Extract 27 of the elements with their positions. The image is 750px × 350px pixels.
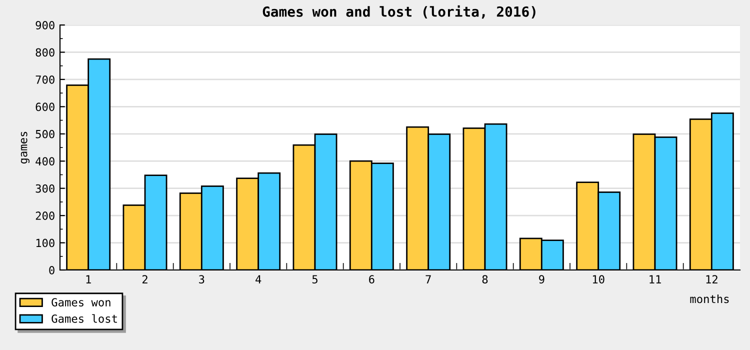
legend-label: Games won [52, 298, 110, 306]
y-tick-label: 800 [36, 48, 54, 57]
x-tick-label: 6 [369, 275, 374, 284]
x-tick-label: 1 [86, 275, 91, 284]
y-tick-label: 200 [36, 212, 54, 220]
x-tick-label: 4 [256, 275, 262, 284]
x-tick-label: 7 [426, 275, 431, 284]
y-tick-label: 600 [36, 102, 54, 112]
x-axis-title: months [690, 294, 729, 304]
y-tick-label: 400 [36, 157, 54, 166]
y-axis-title: games [20, 132, 30, 164]
x-tick-label: 12 [706, 275, 718, 284]
y-tick-label: 0 [49, 266, 54, 274]
x-tick-label: 10 [592, 275, 604, 284]
legend-label: Games lost [52, 314, 117, 323]
y-tick-label: 500 [36, 130, 54, 138]
x-tick-label: 5 [312, 275, 318, 284]
y-tick-label: 300 [36, 184, 54, 193]
y-tick-label: 900 [36, 21, 54, 30]
x-tick-label: 8 [482, 275, 488, 284]
x-tick-label: 11 [650, 275, 661, 284]
y-tick-label: 100 [36, 238, 54, 248]
x-tick-label: 2 [142, 275, 148, 284]
x-tick-label: 9 [539, 275, 544, 284]
x-tick-label: 3 [199, 275, 204, 284]
y-tick-label: 700 [36, 75, 54, 84]
chart-title: Games won and lost (lorita, 2016) [262, 5, 536, 19]
